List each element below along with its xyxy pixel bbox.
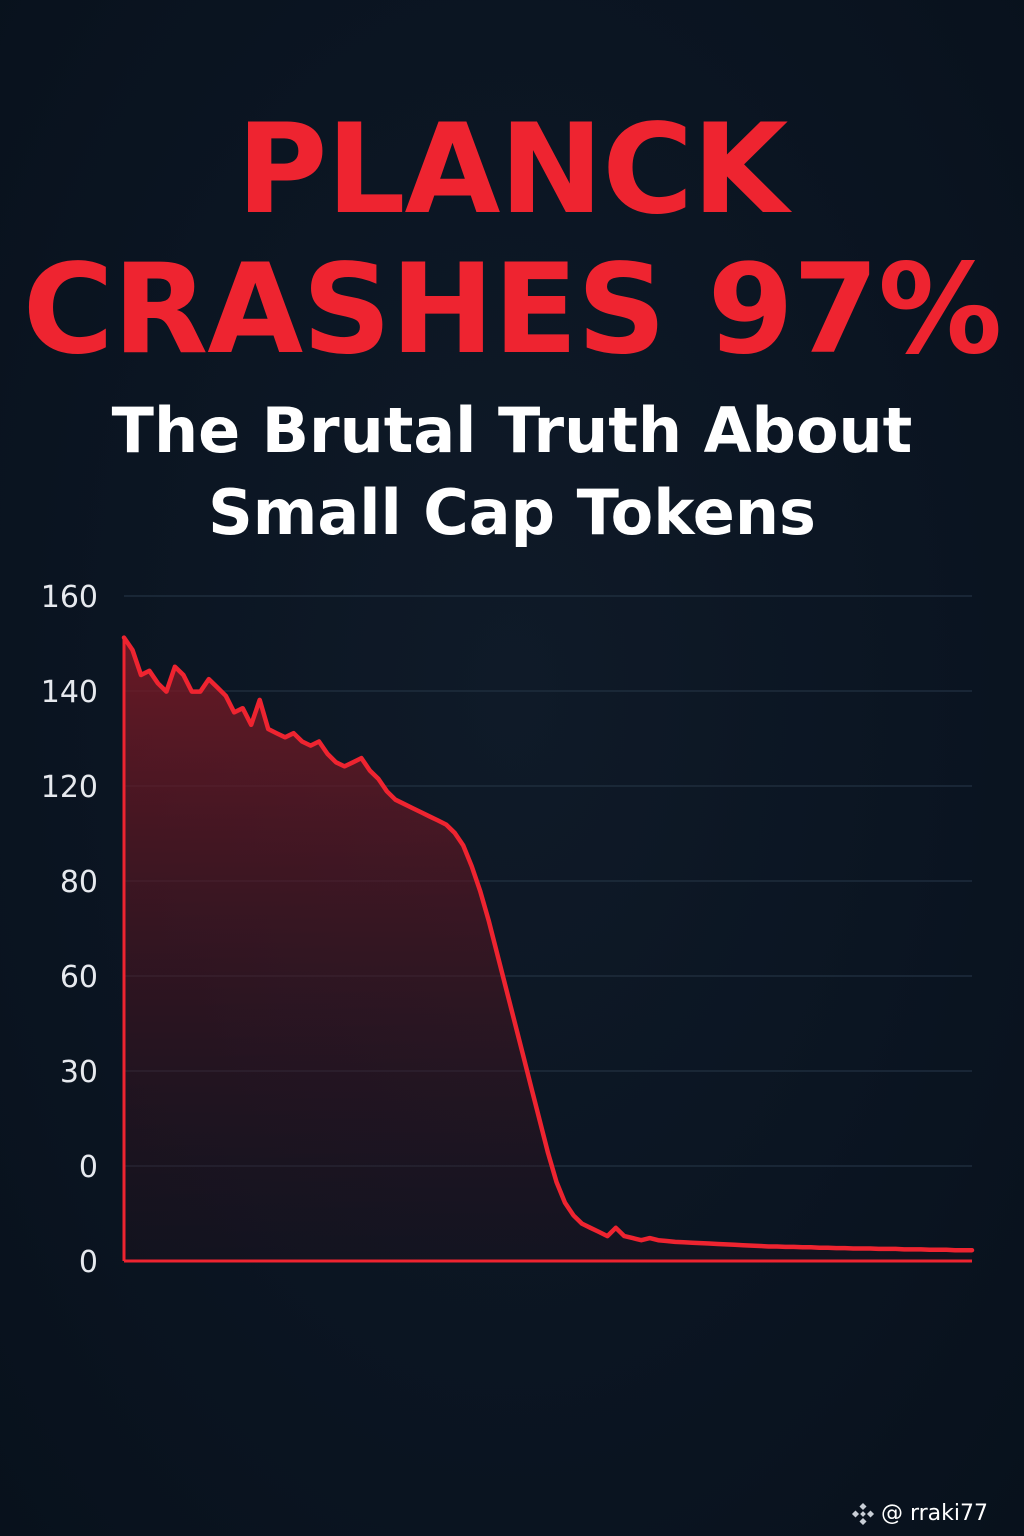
y-tick-label: 60 [60, 960, 98, 995]
y-tick-label: 0 [79, 1150, 98, 1185]
y-tick-label: 120 [41, 770, 98, 805]
price-area-fill [124, 637, 972, 1261]
binance-logo-icon [851, 1502, 875, 1526]
y-tick-label: 80 [60, 865, 98, 900]
subtitle-line-1: The Brutal Truth About [111, 394, 913, 467]
headline-line-2: CRASHES 97% [22, 238, 1003, 382]
y-tick-label: 0 [79, 1245, 98, 1280]
y-tick-label: 30 [60, 1055, 98, 1090]
price-line [121, 635, 975, 1253]
price-chart: 160 140 120 80 60 30 0 0 [41, 580, 975, 1280]
headline-line-1: PLANCK [236, 98, 789, 242]
watermark: @ rraki77 [851, 1501, 988, 1526]
subtitle-line-2: Small Cap Tokens [208, 476, 816, 549]
y-tick-label: 160 [41, 580, 98, 615]
watermark-handle: @ rraki77 [880, 1501, 988, 1526]
y-tick-label: 140 [41, 675, 98, 710]
y-axis-ticks: 160 140 120 80 60 30 0 0 [41, 580, 98, 1280]
